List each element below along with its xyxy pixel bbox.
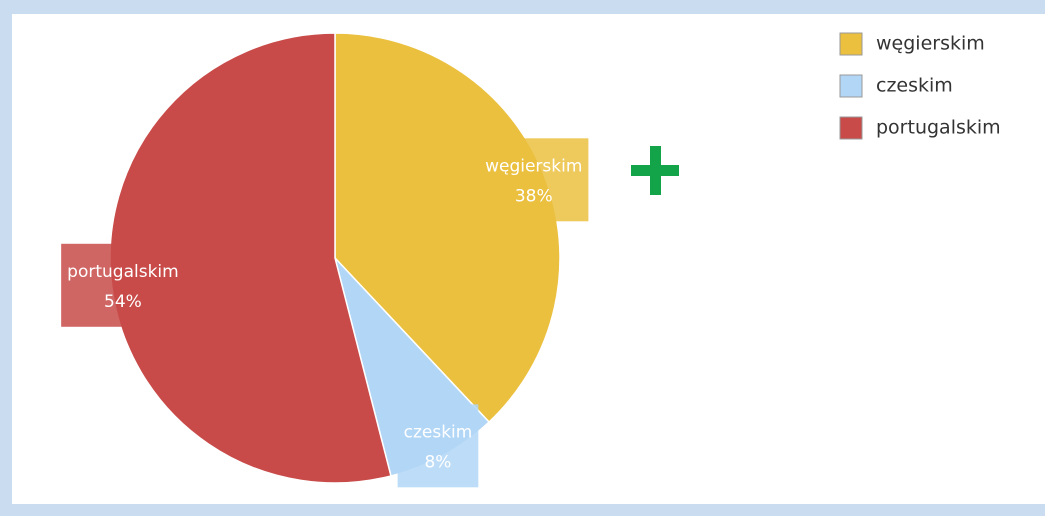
legend-label: czeskim	[876, 75, 953, 97]
legend: węgierskim czeskim portugalskim	[839, 32, 1001, 140]
slice-label: czeskim	[404, 422, 473, 442]
slice-value-label: 8%	[424, 452, 451, 472]
label-box	[479, 138, 589, 222]
legend-swatch	[839, 32, 863, 56]
legend-swatch	[839, 74, 863, 98]
legend-label: węgierskim	[876, 33, 985, 55]
label-box	[397, 404, 479, 488]
slice-label: węgierskim	[485, 156, 582, 176]
label-box	[61, 243, 185, 327]
slice-label: portugalskim	[67, 262, 179, 282]
slice-labels: węgierskim 38% czeskim 8% portugalskim 54%	[61, 138, 589, 488]
slice-value-label: 38%	[515, 186, 553, 206]
cursor-plus	[631, 146, 679, 195]
legend-swatch	[839, 116, 863, 140]
slice-value-label: 54%	[104, 292, 142, 312]
legend-label: portugalskim	[876, 117, 1001, 139]
